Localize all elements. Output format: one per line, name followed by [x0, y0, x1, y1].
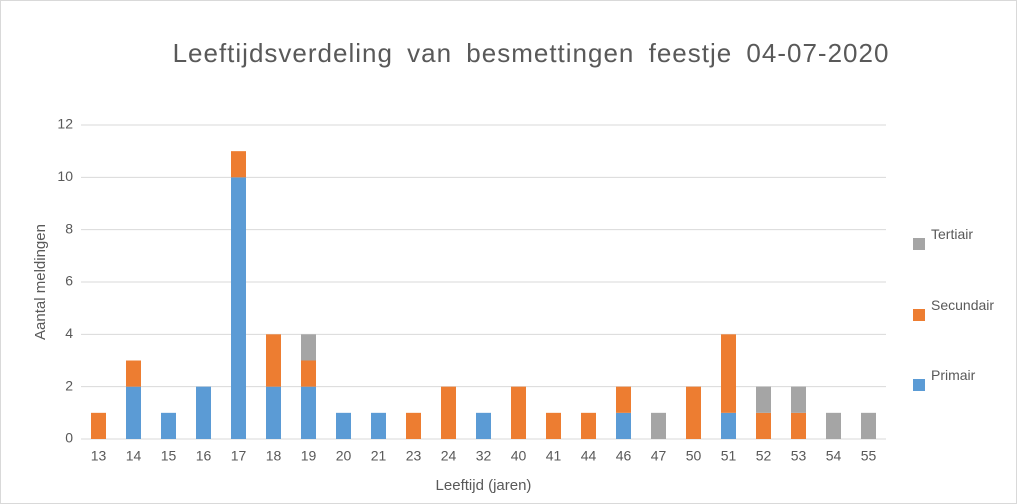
- x-tick-label: 46: [616, 448, 632, 464]
- x-tick-label: 21: [371, 448, 387, 464]
- bar-segment: [266, 334, 281, 387]
- legend-swatch: [913, 309, 925, 321]
- bar-segment: [826, 412, 841, 439]
- bar-segment: [406, 412, 421, 439]
- bar-segment: [441, 386, 456, 439]
- x-tick-label: 19: [301, 448, 317, 464]
- y-tick-label: 0: [65, 430, 73, 446]
- bar-segment: [616, 412, 631, 439]
- bar-segment: [91, 412, 106, 439]
- bar-segment: [651, 412, 666, 439]
- x-tick-label: 14: [126, 448, 142, 464]
- x-tick-label: 41: [546, 448, 562, 464]
- bar-segment: [546, 412, 561, 439]
- bar-segment: [266, 386, 281, 439]
- bar-segment: [301, 360, 316, 387]
- bar-segment: [336, 412, 351, 439]
- x-tick-label: 13: [91, 448, 107, 464]
- y-tick-label: 6: [65, 273, 73, 289]
- x-tick-label: 24: [441, 448, 457, 464]
- bar-segment: [126, 386, 141, 439]
- bar-segment: [511, 386, 526, 439]
- bar-segment: [196, 386, 211, 439]
- bar-segment: [721, 334, 736, 413]
- legend-label: Secundair: [931, 297, 995, 313]
- bar-segment: [476, 412, 491, 439]
- bar-segment: [756, 386, 771, 413]
- x-tick-label: 54: [826, 448, 842, 464]
- x-tick-label: 20: [336, 448, 352, 464]
- x-tick-label: 32: [476, 448, 492, 464]
- legend-label: Tertiair: [931, 226, 974, 242]
- x-tick-label: 53: [791, 448, 807, 464]
- bar-segment: [791, 412, 806, 439]
- x-tick-label: 17: [231, 448, 247, 464]
- x-tick-label: 16: [196, 448, 212, 464]
- x-tick-label: 40: [511, 448, 527, 464]
- bar-segment: [126, 360, 141, 387]
- y-tick-label: 4: [65, 325, 73, 341]
- bar-segment: [301, 386, 316, 439]
- legend-swatch: [913, 238, 925, 250]
- y-tick-label: 8: [65, 220, 73, 236]
- bar-segment: [231, 177, 246, 440]
- x-tick-label: 15: [161, 448, 177, 464]
- x-axis-label: Leeftijd (jaren): [436, 477, 532, 494]
- bar-segment: [371, 412, 386, 439]
- y-tick-label: 10: [57, 168, 73, 184]
- x-tick-label: 50: [686, 448, 702, 464]
- bar-segment: [301, 334, 316, 361]
- x-tick-label: 18: [266, 448, 282, 464]
- y-tick-label: 12: [57, 116, 73, 132]
- bar-segment: [721, 412, 736, 439]
- x-tick-label: 47: [651, 448, 667, 464]
- chart-title: Leeftijdsverdeling van besmettingen fees…: [172, 38, 890, 68]
- bar-segment: [231, 151, 246, 178]
- bar-segment: [161, 412, 176, 439]
- bar-segment: [686, 386, 701, 439]
- x-tick-label: 52: [756, 448, 772, 464]
- bar-segment: [616, 386, 631, 413]
- bar-segment: [861, 412, 876, 439]
- x-tick-label: 44: [581, 448, 597, 464]
- legend-label: Primair: [931, 367, 976, 383]
- y-axis-label: Aantal meldingen: [32, 224, 49, 340]
- x-tick-label: 23: [406, 448, 422, 464]
- y-tick-label: 2: [65, 377, 73, 393]
- bar-segment: [791, 386, 806, 413]
- bar-segment: [756, 412, 771, 439]
- x-tick-label: 55: [861, 448, 877, 464]
- legend-swatch: [913, 379, 925, 391]
- bar-segment: [581, 412, 596, 439]
- x-tick-label: 51: [721, 448, 737, 464]
